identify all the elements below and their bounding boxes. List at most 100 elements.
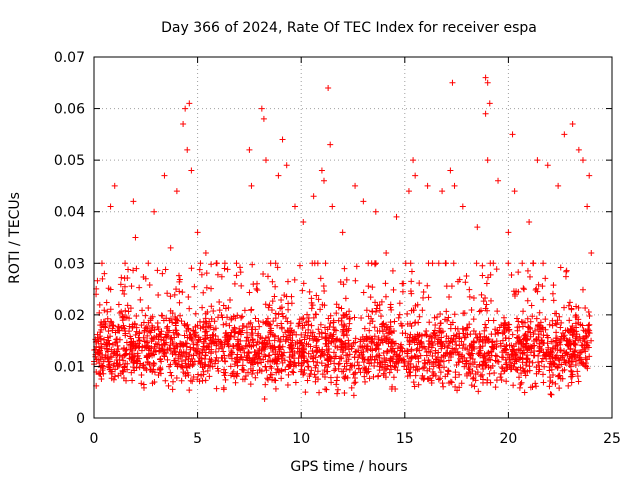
data-point [272,385,279,392]
data-point [458,338,465,345]
data-point [169,319,176,326]
data-point [233,373,240,380]
data-point [200,338,207,345]
data-point [425,294,432,301]
data-point [365,283,372,290]
data-point [98,376,105,383]
data-point [116,336,123,343]
data-point [514,335,521,342]
data-point [114,342,121,349]
data-point [557,336,564,343]
data-point [539,355,546,362]
data-point [233,354,240,361]
data-point [357,369,364,376]
data-point [210,326,217,333]
data-point [554,317,561,324]
data-point [322,340,329,347]
data-point [220,348,227,355]
data-point [136,329,143,336]
data-point [105,328,112,335]
data-point [136,284,143,291]
data-point [110,376,117,383]
data-point [584,365,591,372]
data-point [528,302,535,309]
data-point [461,363,468,370]
data-point [527,318,534,325]
data-point [439,188,446,195]
data-point [134,340,141,347]
data-point [333,381,340,388]
data-point [405,188,412,195]
data-point [445,314,452,321]
data-point [138,380,145,387]
data-point [500,354,507,361]
data-point [99,275,106,282]
data-point [516,374,523,381]
data-point [264,358,271,365]
data-point [198,355,205,362]
data-point [430,363,437,370]
data-point [107,306,114,313]
data-point [479,272,486,279]
data-point [199,304,206,311]
data-point [103,299,110,306]
data-point [95,350,102,357]
data-point [287,359,294,366]
data-point [482,305,489,312]
data-point [476,338,483,345]
data-point [568,379,575,386]
data-point [556,357,563,364]
data-point [342,295,349,302]
data-point [365,365,372,372]
data-point [391,318,398,325]
data-point [239,362,246,369]
data-point [176,288,183,295]
data-point [559,352,566,359]
data-point [122,307,129,314]
data-point [310,193,317,200]
data-point [568,305,575,312]
data-point [167,342,174,349]
data-point [122,347,129,354]
data-point [304,332,311,339]
data-point [215,345,222,352]
data-point [275,335,282,342]
data-point [513,315,520,322]
data-point [501,314,508,321]
data-point [241,349,248,356]
data-point [372,346,379,353]
data-point [203,328,210,335]
data-point [111,182,118,189]
data-point [304,311,311,318]
data-point [239,327,246,334]
data-point [193,341,200,348]
data-point [323,334,330,341]
data-point [246,289,253,296]
data-point [221,334,228,341]
data-point [377,339,384,346]
data-point [247,381,254,388]
data-point [558,319,565,326]
data-point [208,303,215,310]
data-point [510,382,517,389]
data-point [312,335,319,342]
data-point [565,328,572,335]
data-point [315,326,322,333]
data-point [329,203,336,210]
data-point [509,131,516,138]
data-point [321,287,328,294]
data-point [231,280,238,287]
data-point [364,357,371,364]
data-point [107,203,114,210]
data-point [526,363,533,370]
data-point [115,346,122,353]
data-point [154,341,161,348]
data-point [337,346,344,353]
data-point [410,379,417,386]
data-point [208,346,215,353]
data-point [397,347,404,354]
data-point [268,325,275,332]
data-point [253,285,260,292]
data-point [154,323,161,330]
data-point [336,337,343,344]
